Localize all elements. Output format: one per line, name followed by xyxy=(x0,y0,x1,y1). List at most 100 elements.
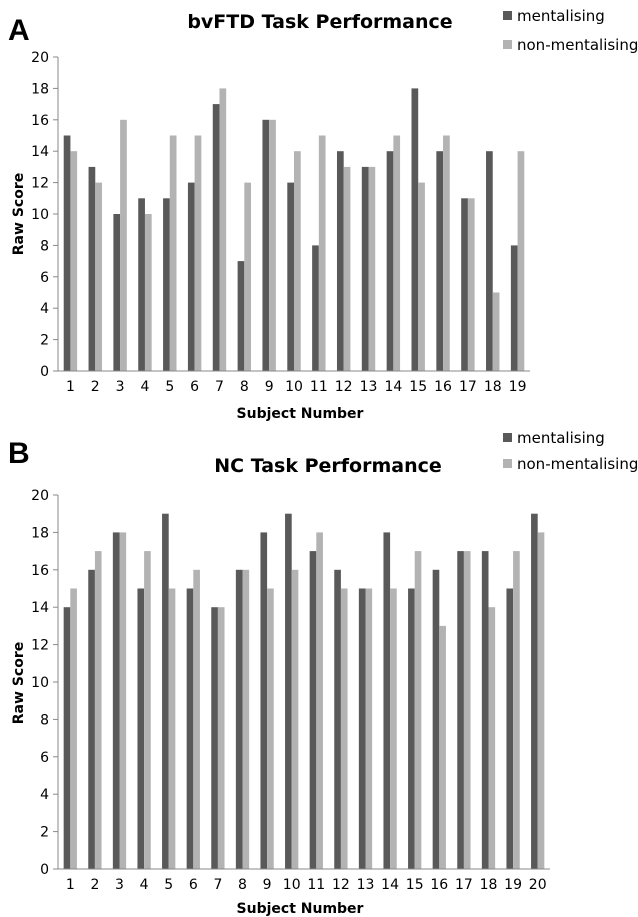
chart-panel-b: B NC Task Performance Raw Score Subject … xyxy=(8,429,638,917)
chart-a-xlabel: Subject Number xyxy=(237,406,364,422)
bar-b-non-mentalising-11 xyxy=(316,532,323,869)
chart-a-x-tick-label: 3 xyxy=(116,379,125,395)
chart-b-y-tick-label: 2 xyxy=(40,825,49,841)
bar-b-non-mentalising-3 xyxy=(119,532,127,869)
bar-a-non-mentalising-15 xyxy=(418,182,425,371)
bar-a-mentalising-11 xyxy=(312,245,319,371)
bar-b-mentalising-17 xyxy=(457,551,464,869)
chart-b-x-tick-label: 3 xyxy=(115,877,124,893)
bar-b-mentalising-19 xyxy=(506,588,514,869)
bar-a-mentalising-15 xyxy=(411,88,419,372)
chart-b-x-tick-label: 6 xyxy=(189,877,198,893)
chart-a-x-tick-label: 10 xyxy=(285,379,303,395)
chart-a-x-tick-label: 18 xyxy=(484,379,502,395)
chart-a-x-tick-label: 11 xyxy=(310,379,328,395)
bar-a-non-mentalising-17 xyxy=(467,198,475,371)
bar-b-mentalising-20 xyxy=(531,513,538,869)
chart-b-y-tick-label: 12 xyxy=(31,638,49,654)
legend-a-swatch-non-mentalising xyxy=(503,40,512,49)
bar-b-non-mentalising-5 xyxy=(168,588,176,869)
chart-a-legend: mentalising non-mentalising xyxy=(503,7,638,54)
chart-b-x-tick-label: 11 xyxy=(307,877,325,893)
chart-a-x-tick-label: 12 xyxy=(335,379,353,395)
chart-a-x-tick-label: 7 xyxy=(215,379,224,395)
bar-b-mentalising-1 xyxy=(63,607,71,869)
chart-b-x-tick-label: 18 xyxy=(480,877,498,893)
bar-a-non-mentalising-10 xyxy=(294,151,301,371)
chart-b-x-tick-label: 13 xyxy=(357,877,375,893)
chart-b-x-tick-label: 12 xyxy=(332,877,350,893)
chart-a-y-tick-label: 4 xyxy=(40,301,49,317)
bar-b-mentalising-2 xyxy=(88,569,95,869)
bar-b-non-mentalising-9 xyxy=(267,588,274,869)
chart-b-x-tick-label: 19 xyxy=(504,877,522,893)
panel-b-letter: B xyxy=(8,437,30,470)
chart-b-y-tick-label: 4 xyxy=(40,787,49,803)
bar-b-mentalising-18 xyxy=(481,551,489,869)
chart-a-x-tick-label: 6 xyxy=(190,379,199,395)
bar-a-mentalising-3 xyxy=(113,214,121,371)
bar-b-mentalising-9 xyxy=(260,532,268,869)
bar-b-non-mentalising-16 xyxy=(439,625,446,869)
bar-b-mentalising-10 xyxy=(285,513,292,869)
bar-a-mentalising-13 xyxy=(361,166,369,371)
chart-a-y-tick-label: 16 xyxy=(31,113,49,129)
chart-b-x-tick-label: 17 xyxy=(455,877,473,893)
panel-a-letter: A xyxy=(8,14,30,47)
bar-b-mentalising-3 xyxy=(112,532,120,869)
bar-b-non-mentalising-17 xyxy=(463,551,471,869)
bar-a-non-mentalising-16 xyxy=(443,135,450,371)
chart-a-y-tick-label: 6 xyxy=(40,270,49,286)
bar-b-non-mentalising-13 xyxy=(365,588,373,869)
chart-a-x-tick-label: 19 xyxy=(509,379,527,395)
bar-a-non-mentalising-12 xyxy=(343,166,351,371)
legend-b-label-non-mentalising: non-mentalising xyxy=(517,455,638,473)
chart-b-x-tick-label: 2 xyxy=(90,877,99,893)
chart-a-y-tick-label: 10 xyxy=(31,207,49,223)
bar-a-non-mentalising-4 xyxy=(144,214,152,371)
chart-a-x-tick-label: 9 xyxy=(265,379,274,395)
bar-b-non-mentalising-20 xyxy=(537,532,545,869)
chart-a-x-tick-label: 13 xyxy=(360,379,378,395)
chart-b-y-tick-label: 8 xyxy=(40,712,49,728)
bar-a-non-mentalising-6 xyxy=(194,135,202,371)
chart-a-y-tick-label: 18 xyxy=(31,81,49,97)
bar-a-mentalising-18 xyxy=(486,151,493,371)
bar-b-non-mentalising-2 xyxy=(94,551,102,869)
chart-b-x-tick-label: 8 xyxy=(238,877,247,893)
bar-b-mentalising-14 xyxy=(383,532,391,869)
legend-b-label-mentalising: mentalising xyxy=(517,429,605,447)
chart-b-x-tick-label: 7 xyxy=(213,877,222,893)
chart-a-x-tick-label: 5 xyxy=(165,379,174,395)
bar-b-mentalising-12 xyxy=(334,569,341,869)
bar-a-non-mentalising-3 xyxy=(120,119,127,371)
chart-a-title: bvFTD Task Performance xyxy=(187,11,452,33)
chart-a-ylabel: Raw Score xyxy=(11,173,27,255)
chart-b-x-tick-label: 10 xyxy=(283,877,301,893)
legend-a-label-mentalising: mentalising xyxy=(517,7,605,25)
bar-a-non-mentalising-1 xyxy=(70,151,78,371)
chart-a-y-tick-label: 14 xyxy=(31,144,49,160)
bar-b-mentalising-11 xyxy=(309,551,317,869)
bar-a-non-mentalising-13 xyxy=(368,166,376,371)
chart-a-y-tick-label: 0 xyxy=(40,364,49,380)
legend-a-label-non-mentalising: non-mentalising xyxy=(517,36,638,54)
chart-b-xlabel: Subject Number xyxy=(237,901,364,917)
chart-a-x-tick-label: 4 xyxy=(140,379,149,395)
bar-a-mentalising-9 xyxy=(262,119,270,371)
bar-a-mentalising-6 xyxy=(187,182,195,371)
chart-a-x-tick-label: 1 xyxy=(66,379,75,395)
legend-b-swatch-non-mentalising xyxy=(503,459,512,468)
bar-a-non-mentalising-7 xyxy=(219,88,227,372)
chart-panel-a: A bvFTD Task Performance Raw Score Subje… xyxy=(8,7,638,422)
bar-a-non-mentalising-5 xyxy=(169,135,177,371)
chart-b-y-tick-label: 18 xyxy=(31,525,49,541)
bar-a-non-mentalising-19 xyxy=(517,151,525,371)
chart-b-x-tick-label: 16 xyxy=(430,877,448,893)
bar-a-non-mentalising-14 xyxy=(393,135,401,371)
chart-a-y-tick-label: 12 xyxy=(31,176,49,192)
chart-b-x-tick-label: 15 xyxy=(406,877,424,893)
bar-b-non-mentalising-4 xyxy=(144,551,151,869)
